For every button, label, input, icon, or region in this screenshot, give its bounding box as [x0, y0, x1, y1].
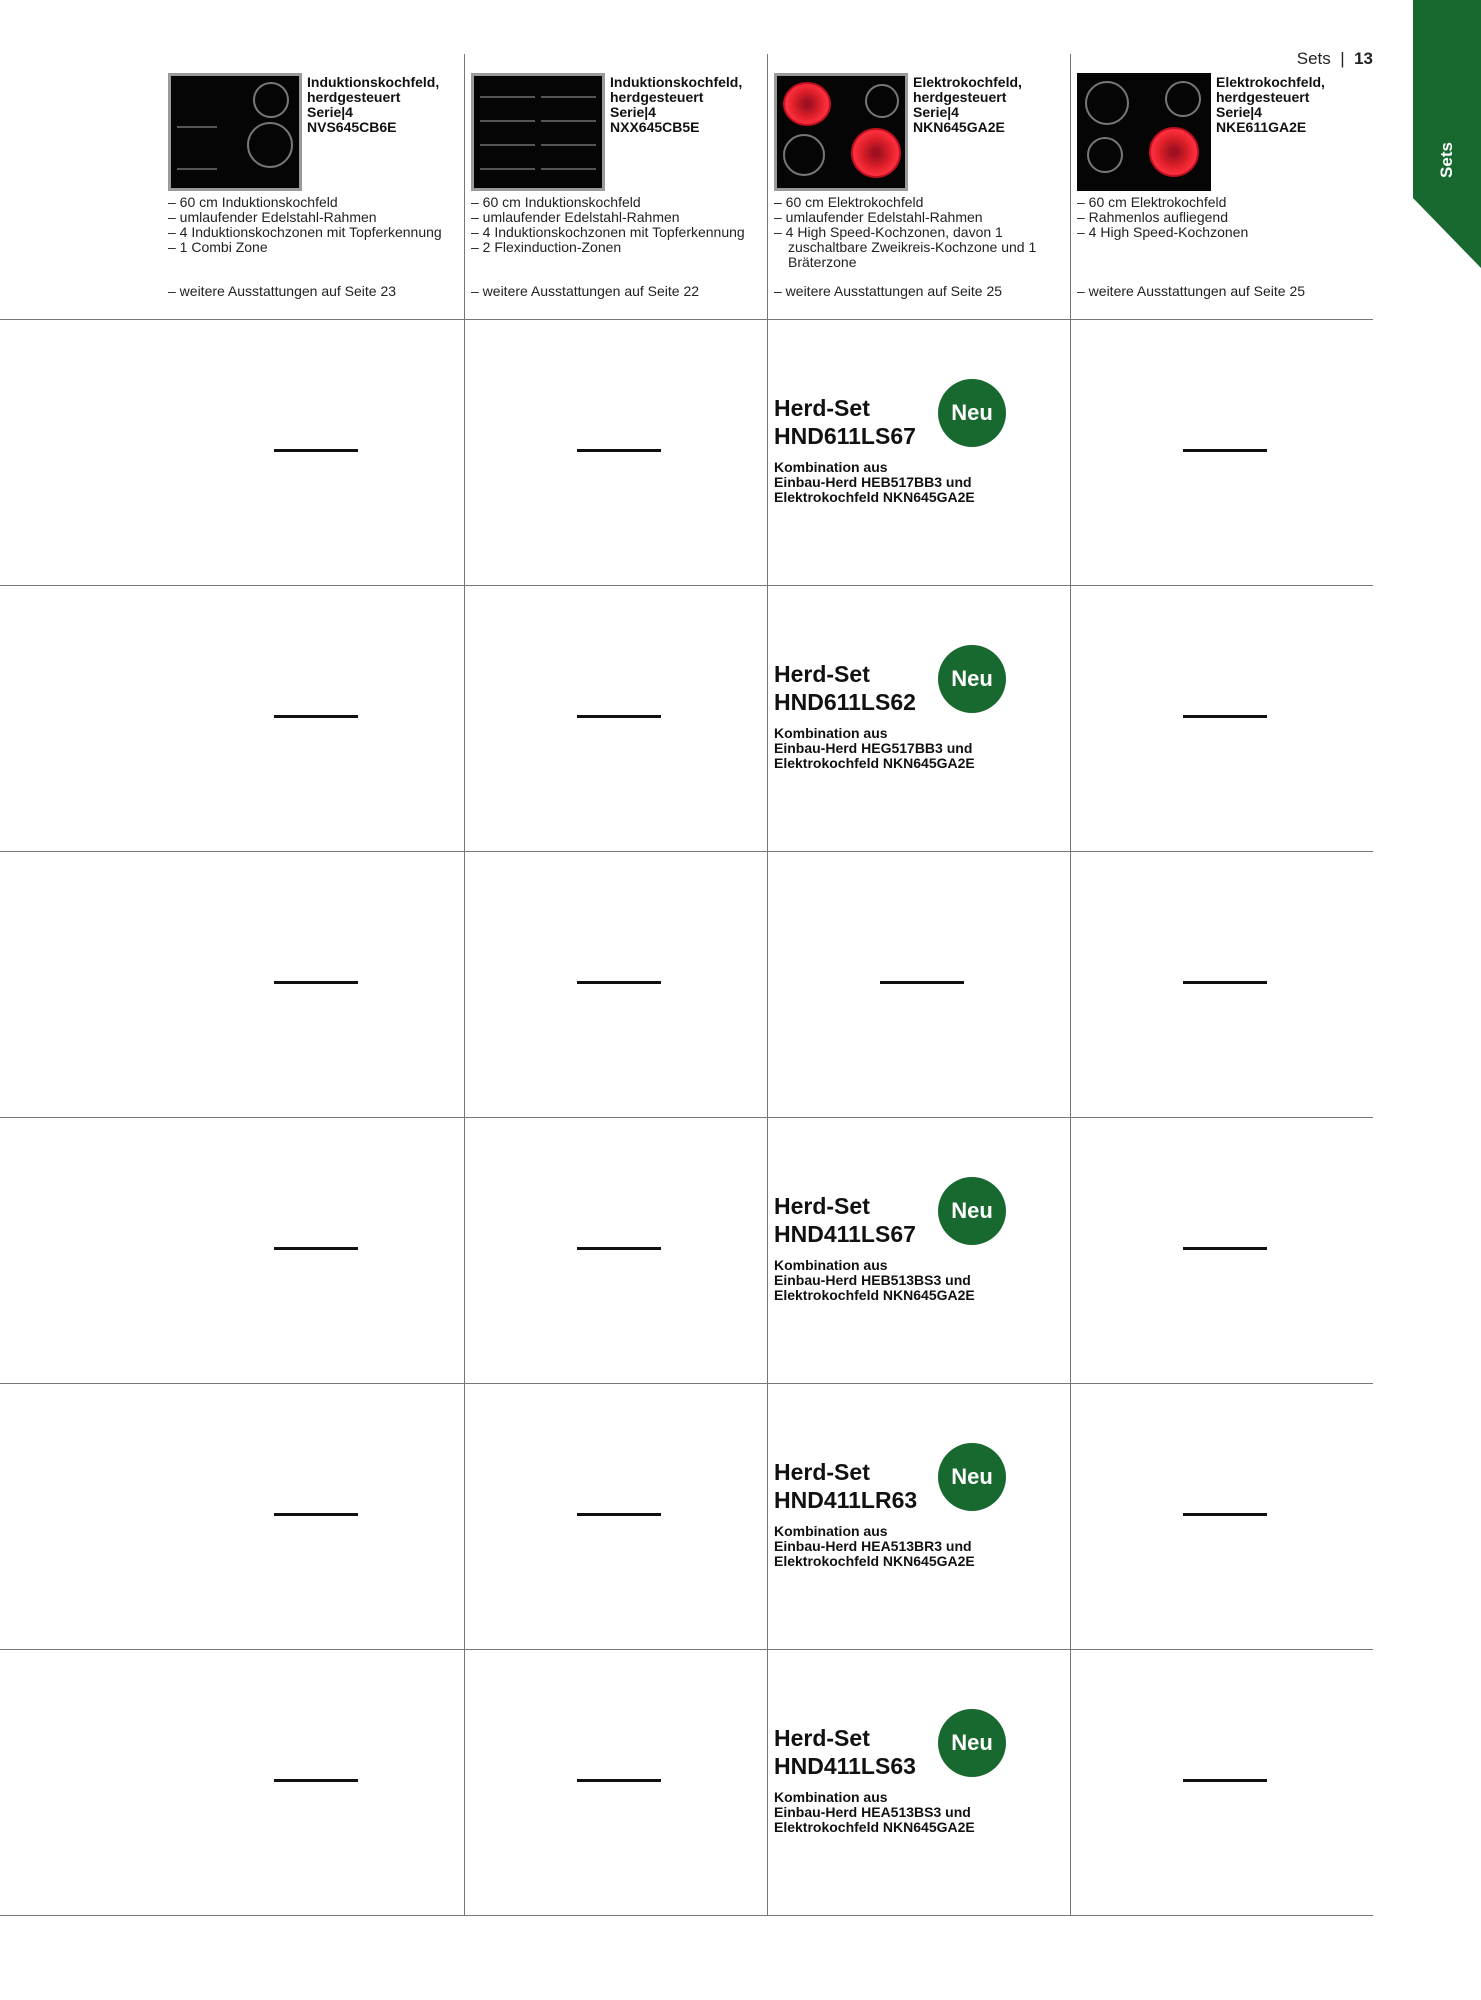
not-available-dash [1183, 1779, 1267, 1782]
set-desc: Einbau-Herd HEB513BS3 und [774, 1272, 971, 1288]
product-title: Elektrokochfeld, herdgesteuert Serie|4 N… [913, 74, 1022, 135]
feature-item: – 1 Combi Zone [168, 239, 268, 255]
not-available-dash [1183, 981, 1267, 984]
set-cell: Herd-Set HND611LS62 Kombination aus Einba… [774, 660, 1064, 771]
set-desc: Kombination aus [774, 459, 888, 475]
feature-item: – 4 High Speed-Kochzonen [1077, 224, 1249, 240]
feature-item: – umlaufender Edelstahl-Rahmen [471, 209, 680, 225]
more-features-note: – weitere Ausstattungen auf Seite 23 [168, 283, 397, 299]
not-available-dash [274, 1779, 358, 1782]
new-badge: Neu [938, 1709, 1006, 1777]
feature-list: – 60 cm Induktionskochfeld – umlaufender … [471, 195, 745, 255]
feature-item: – 60 cm Elektrokochfeld [1077, 194, 1227, 210]
not-available-dash [274, 1247, 358, 1250]
set-desc: Einbau-Herd HEB517BB3 und [774, 474, 972, 490]
set-cell: Herd-Set HND411LS63 Kombination aus Einba… [774, 1724, 1064, 1835]
not-available-dash [577, 1247, 661, 1250]
row-divider [0, 319, 1373, 320]
set-cell: Herd-Set HND411LS67 Kombination aus Einba… [774, 1192, 1064, 1303]
set-model: HND611LS67 [774, 423, 916, 449]
new-badge: Neu [938, 1443, 1006, 1511]
set-desc: Elektrokochfeld NKN645GA2E [774, 489, 975, 505]
set-desc: Elektrokochfeld NKN645GA2E [774, 1553, 975, 1569]
not-available-dash [1183, 715, 1267, 718]
set-desc: Einbau-Herd HEG517BB3 und [774, 740, 973, 756]
set-desc: Elektrokochfeld NKN645GA2E [774, 1819, 975, 1835]
cooktop-image [168, 73, 302, 191]
side-tab-label: Sets [1437, 142, 1456, 178]
feature-item: – 4 Induktionskochzonen mit Topferkennun… [168, 224, 442, 240]
page-number: 13 [1354, 49, 1373, 68]
feature-item: – 60 cm Elektrokochfeld [774, 194, 924, 210]
feature-list: – 60 cm Induktionskochfeld – umlaufender … [168, 195, 442, 255]
product-title: Induktionskochfeld, herdgesteuert Serie|… [307, 74, 440, 135]
set-label: Herd-Set [774, 1193, 870, 1219]
set-desc: Einbau-Herd HEA513BR3 und [774, 1538, 972, 1554]
set-desc: Kombination aus [774, 1523, 888, 1539]
more-features-note: – weitere Ausstattungen auf Seite 25 [1077, 283, 1306, 299]
not-available-dash [274, 981, 358, 984]
feature-item: – 60 cm Induktionskochfeld [471, 194, 641, 210]
feature-item: – umlaufender Edelstahl-Rahmen [168, 209, 377, 225]
set-model: HND411LS67 [774, 1221, 916, 1247]
set-label: Herd-Set [774, 661, 870, 687]
set-label: Herd-Set [774, 395, 870, 421]
set-desc: Kombination aus [774, 1257, 888, 1273]
product-title: Elektrokochfeld, herdgesteuert Serie|4 N… [1216, 74, 1325, 135]
feature-list: – 60 cm Elektrokochfeld – umlaufender Ede… [774, 195, 1074, 270]
set-label: Herd-Set [774, 1459, 870, 1485]
cooktop-image [471, 73, 605, 191]
column-divider [464, 54, 465, 1915]
section-side-tab: Sets [1413, 0, 1481, 268]
set-desc: Elektrokochfeld NKN645GA2E [774, 1287, 975, 1303]
not-available-dash [1183, 449, 1267, 452]
row-divider [0, 851, 1373, 852]
row-divider [0, 1117, 1373, 1118]
column-divider [767, 54, 768, 1915]
set-cell: Herd-Set HND411LR63 Kombination aus Einba… [774, 1458, 1064, 1569]
set-desc: Kombination aus [774, 1789, 888, 1805]
feature-list: – 60 cm Elektrokochfeld – Rahmenlos aufli… [1077, 195, 1248, 240]
section-name: Sets [1296, 49, 1331, 68]
not-available-dash [577, 1513, 661, 1516]
feature-item: – umlaufender Edelstahl-Rahmen [774, 209, 983, 225]
feature-item: – 4 Induktionskochzonen mit Topferkennun… [471, 224, 745, 240]
not-available-dash [274, 449, 358, 452]
row-divider [0, 585, 1373, 586]
feature-item: – Rahmenlos aufliegend [1077, 209, 1228, 225]
not-available-dash [577, 981, 661, 984]
not-available-dash [577, 1779, 661, 1782]
not-available-dash [1183, 1247, 1267, 1250]
cooktop-image [774, 73, 908, 191]
row-divider [0, 1915, 1373, 1916]
new-badge: Neu [938, 1177, 1006, 1245]
page-header: Sets | 13 [1296, 49, 1373, 68]
set-model: HND411LS63 [774, 1753, 916, 1779]
product-title: Induktionskochfeld, herdgesteuert Serie|… [610, 74, 743, 135]
not-available-dash [577, 715, 661, 718]
set-model: HND611LS62 [774, 689, 916, 715]
new-badge: Neu [938, 379, 1006, 447]
set-desc: Kombination aus [774, 725, 888, 741]
set-model: HND411LR63 [774, 1487, 918, 1513]
set-cell: Herd-Set HND611LS67 Kombination aus Einba… [774, 394, 1064, 505]
feature-item: – 2 Flexinduction-Zonen [471, 239, 622, 255]
not-available-dash [577, 449, 661, 452]
not-available-dash [1183, 1513, 1267, 1516]
feature-item: – 4 High Speed-Kochzonen, davon 1 zuscha… [774, 224, 1037, 270]
not-available-dash [880, 981, 964, 984]
set-label: Herd-Set [774, 1725, 870, 1751]
set-desc: Einbau-Herd HEA513BS3 und [774, 1804, 971, 1820]
not-available-dash [274, 715, 358, 718]
feature-item: – 60 cm Induktionskochfeld [168, 194, 338, 210]
more-features-note: – weitere Ausstattungen auf Seite 22 [471, 283, 700, 299]
set-desc: Elektrokochfeld NKN645GA2E [774, 755, 975, 771]
row-divider [0, 1383, 1373, 1384]
row-divider [0, 1649, 1373, 1650]
cooktop-image [1077, 73, 1211, 191]
more-features-note: – weitere Ausstattungen auf Seite 25 [774, 283, 1003, 299]
not-available-dash [274, 1513, 358, 1516]
new-badge: Neu [938, 645, 1006, 713]
column-divider [1070, 54, 1071, 1915]
